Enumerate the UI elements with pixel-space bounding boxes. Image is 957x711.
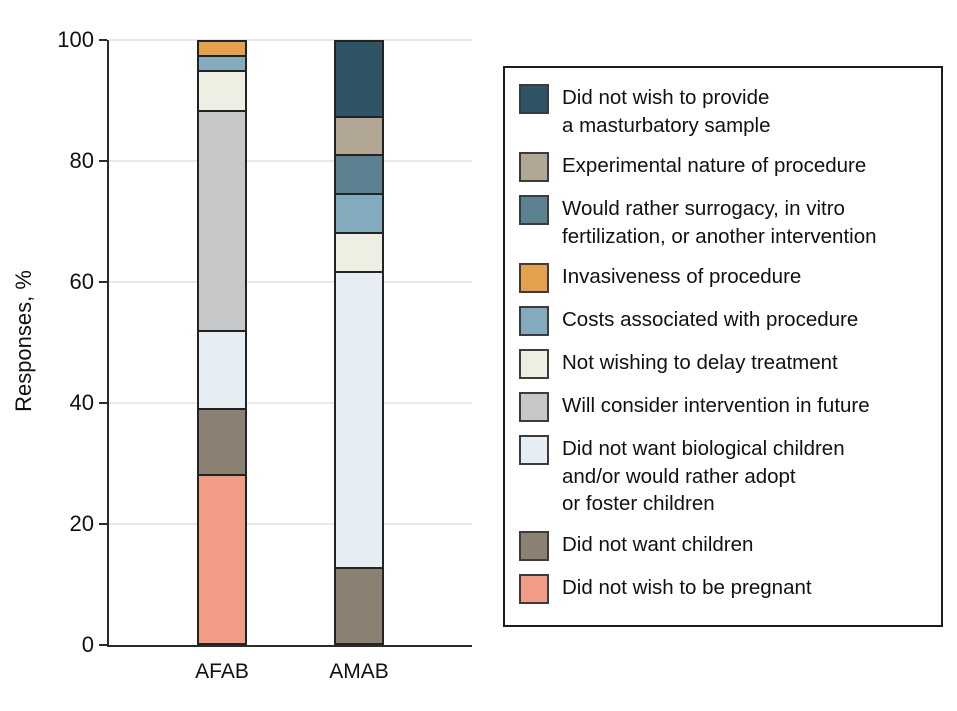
legend-swatch [519, 195, 549, 225]
legend-label: Costs associated with procedure [562, 308, 859, 331]
bar-segment [199, 112, 245, 332]
bar-segment [336, 156, 382, 196]
bar-segment [199, 410, 245, 477]
bar-segment [199, 71, 245, 113]
gridline-100 [109, 39, 472, 41]
y-tick-60 [99, 281, 107, 283]
y-tick-80 [99, 160, 107, 162]
legend-label: Would rather surrogacy, in vitro fertili… [562, 197, 877, 248]
bar-afab [197, 40, 247, 645]
legend-box: Did not wish to provide a masturbatory s… [503, 66, 943, 627]
legend-item: Did not wish to be pregnant [519, 573, 931, 604]
legend-label: Did not wish to be pregnant [562, 575, 812, 599]
legend-item: Not wishing to delay treatment [519, 349, 931, 379]
y-tick-label-60: 60 [69, 269, 94, 294]
legend-swatch [519, 263, 549, 293]
legend-label: Not wishing to delay treatment [562, 351, 838, 374]
gridline-80 [109, 160, 472, 162]
legend-item: Did not want biological children and/or … [519, 435, 931, 518]
plot-area: 0 20 40 60 80 100 AFAB AMAB [57, 29, 472, 683]
legend-swatch [519, 392, 549, 422]
legend-swatch [519, 530, 549, 561]
legend-item: Costs associated with procedure [519, 306, 931, 336]
legend-swatch [519, 152, 549, 182]
bar-segment [336, 117, 382, 157]
legend-label: Experimental nature of procedure [562, 154, 867, 177]
y-tick-40 [99, 402, 107, 404]
x-axis-line [107, 645, 472, 647]
x-label-amab: AMAB [329, 660, 389, 683]
bar-segment [336, 272, 382, 570]
bar-segment [199, 56, 245, 72]
bar-segment [199, 331, 245, 411]
y-axis-line [107, 40, 109, 645]
x-label-afab: AFAB [195, 660, 249, 683]
gridline-60 [109, 281, 472, 283]
bar-segment [336, 569, 382, 643]
y-tick-20 [99, 523, 107, 525]
gridline-40 [109, 402, 472, 404]
y-tick-0 [99, 644, 107, 646]
y-tick-label-40: 40 [69, 390, 94, 415]
legend-item: Did not want children [519, 530, 931, 561]
legend-swatch [519, 306, 549, 336]
legend-label: Did not wish to provide a masturbatory s… [562, 86, 771, 137]
bar-segment [336, 234, 382, 273]
y-tick-label-0: 0 [81, 632, 94, 657]
legend-item: Would rather surrogacy, in vitro fertili… [519, 195, 931, 250]
y-tick-label-80: 80 [69, 148, 94, 173]
bar-segment [199, 476, 245, 643]
legend-item: Experimental nature of procedure [519, 152, 931, 182]
legend-swatch [519, 573, 549, 604]
y-tick-label-20: 20 [69, 511, 94, 536]
y-tick-label-100: 100 [57, 27, 94, 52]
legend-item: Did not wish to provide a masturbatory s… [519, 84, 931, 139]
legend-swatch [519, 435, 549, 465]
bar-segment [336, 195, 382, 235]
bar-segment [199, 42, 245, 57]
legend-swatch [519, 349, 549, 379]
legend-label: Invasiveness of procedure [562, 265, 802, 288]
legend-label: Did not want children [562, 532, 754, 556]
bar-segment [336, 42, 382, 118]
bar-amab [334, 40, 384, 645]
legend-swatch [519, 84, 549, 114]
legend-label: Will consider intervention in future [562, 394, 870, 417]
y-tick-100 [99, 39, 107, 41]
legend-item: Will consider intervention in future [519, 392, 931, 422]
legend-label: Did not want biological children and/or … [562, 437, 845, 515]
legend-item: Invasiveness of procedure [519, 263, 931, 293]
gridline-20 [109, 523, 472, 525]
